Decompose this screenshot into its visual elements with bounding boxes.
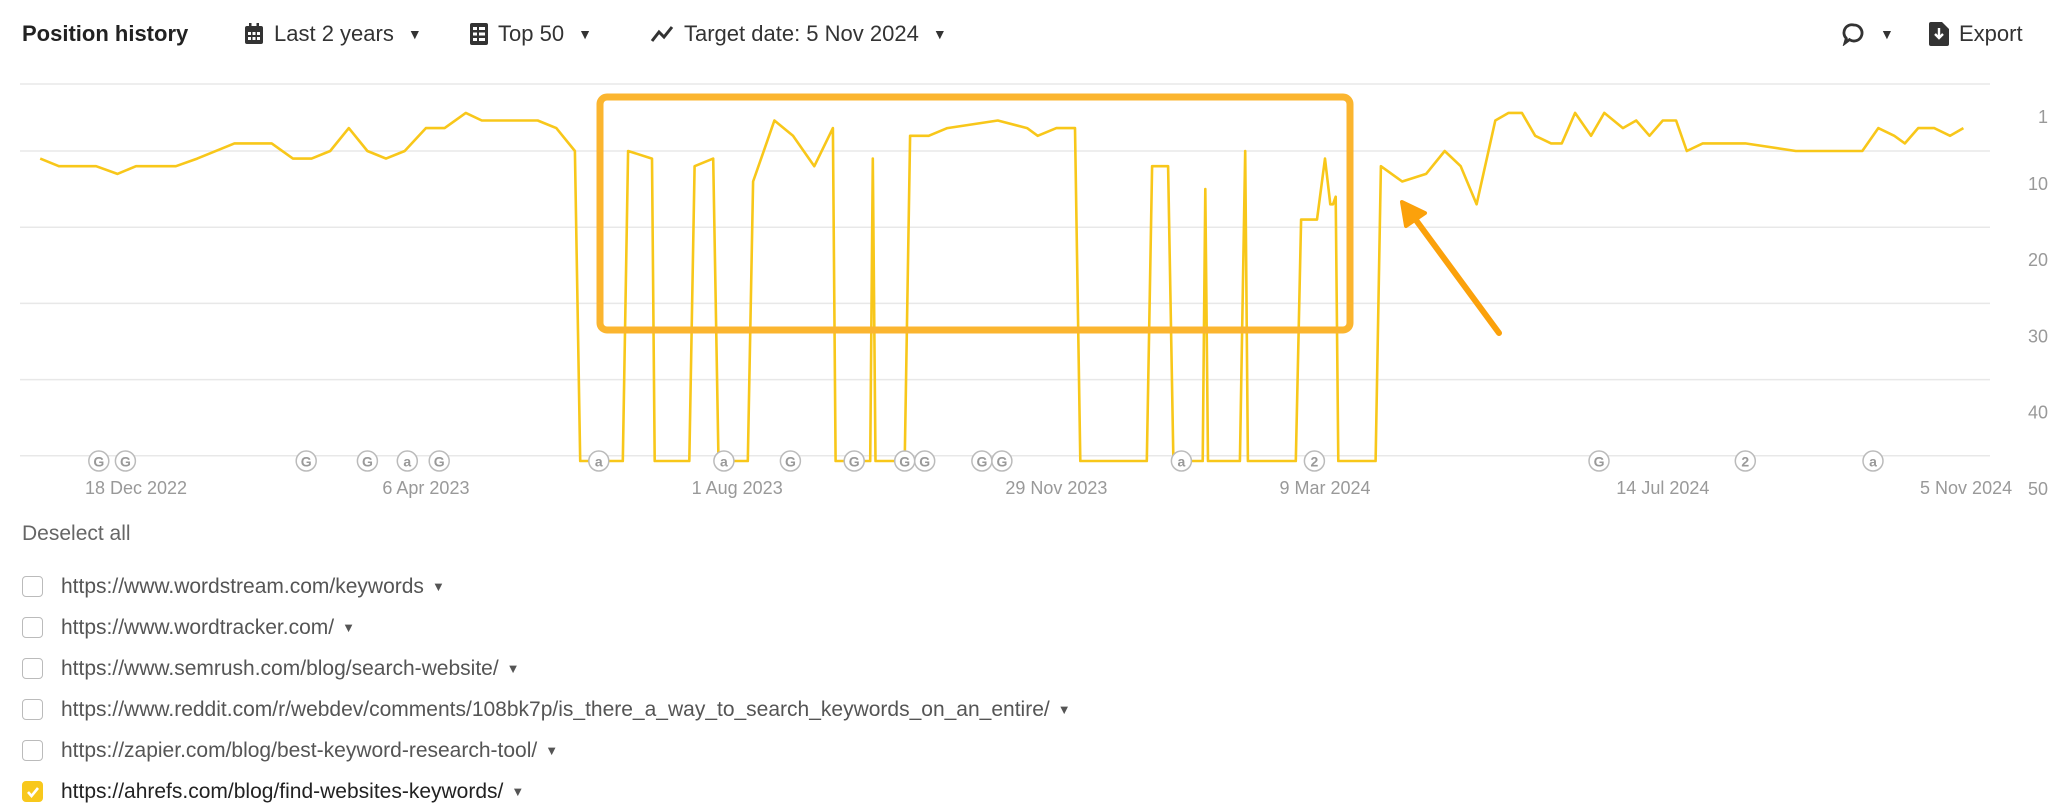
url-checkbox[interactable] bbox=[22, 699, 43, 720]
y-tick-label: 10 bbox=[2028, 174, 2048, 194]
x-tick-label: 18 Dec 2022 bbox=[85, 478, 187, 498]
url-list-item: https://ahrefs.com/blog/find-websites-ke… bbox=[22, 771, 1071, 812]
caret-down-icon[interactable]: ▼ bbox=[342, 620, 355, 635]
arrow-head-icon bbox=[1402, 202, 1425, 226]
event-marker-label: 2 bbox=[1741, 454, 1749, 470]
url-label[interactable]: https://www.reddit.com/r/webdev/comments… bbox=[61, 698, 1050, 722]
event-marker-label: G bbox=[849, 454, 860, 470]
event-marker[interactable]: G bbox=[992, 451, 1012, 471]
caret-down-icon[interactable]: ▼ bbox=[432, 579, 445, 594]
url-checkbox[interactable] bbox=[22, 658, 43, 679]
event-marker[interactable]: G bbox=[780, 451, 800, 471]
event-marker[interactable]: G bbox=[115, 451, 135, 471]
url-list-item: https://zapier.com/blog/best-keyword-res… bbox=[22, 730, 1071, 771]
event-marker-label: a bbox=[403, 454, 411, 470]
event-marker[interactable]: a bbox=[1171, 451, 1191, 471]
caret-down-icon[interactable]: ▼ bbox=[1058, 702, 1071, 717]
caret-down-icon[interactable]: ▼ bbox=[511, 784, 524, 799]
event-marker[interactable]: a bbox=[714, 451, 734, 471]
y-tick-label: 40 bbox=[2028, 403, 2048, 423]
event-marker[interactable]: G bbox=[915, 451, 935, 471]
deselect-all-link[interactable]: Deselect all bbox=[22, 522, 131, 546]
x-tick-label: 9 Mar 2024 bbox=[1279, 478, 1370, 498]
url-checkbox[interactable] bbox=[22, 781, 43, 802]
x-tick-label: 29 Nov 2023 bbox=[1005, 478, 1107, 498]
url-label[interactable]: https://ahrefs.com/blog/find-websites-ke… bbox=[61, 780, 503, 804]
event-marker[interactable]: G bbox=[429, 451, 449, 471]
highlight-box bbox=[600, 97, 1350, 330]
url-checkbox[interactable] bbox=[22, 617, 43, 638]
event-marker[interactable]: a bbox=[1863, 451, 1883, 471]
url-list-item: https://www.reddit.com/r/webdev/comments… bbox=[22, 689, 1071, 730]
x-tick-label: 1 Aug 2023 bbox=[692, 478, 783, 498]
event-marker-label: G bbox=[120, 454, 131, 470]
event-marker-label: G bbox=[434, 454, 445, 470]
url-list: https://www.wordstream.com/keywords▼http… bbox=[22, 566, 1071, 812]
event-marker[interactable]: 2 bbox=[1304, 451, 1324, 471]
url-list-item: https://www.semrush.com/blog/search-webs… bbox=[22, 648, 1071, 689]
event-marker-label: G bbox=[1594, 454, 1605, 470]
event-marker-label: G bbox=[996, 454, 1007, 470]
x-tick-label: 5 Nov 2024 bbox=[1920, 478, 2012, 498]
caret-down-icon[interactable]: ▼ bbox=[507, 661, 520, 676]
event-marker-label: G bbox=[301, 454, 312, 470]
checkmark-icon bbox=[26, 786, 40, 798]
url-checkbox[interactable] bbox=[22, 740, 43, 761]
url-label[interactable]: https://zapier.com/blog/best-keyword-res… bbox=[61, 739, 537, 763]
event-marker-label: a bbox=[1178, 454, 1186, 470]
event-marker[interactable]: G bbox=[296, 451, 316, 471]
event-marker[interactable]: G bbox=[89, 451, 109, 471]
y-tick-label: 1 bbox=[2038, 107, 2048, 127]
event-marker-label: G bbox=[785, 454, 796, 470]
position-history-chart[interactable]: 1 10 20 30 40 50 18 Dec 2022 6 Apr 2023 1 Aug 2… bbox=[0, 0, 2048, 510]
event-marker[interactable]: G bbox=[972, 451, 992, 471]
event-marker-label: G bbox=[976, 454, 987, 470]
y-tick-label: 50 bbox=[2028, 479, 2048, 499]
url-label[interactable]: https://www.semrush.com/blog/search-webs… bbox=[61, 657, 499, 681]
event-marker-label: G bbox=[899, 454, 910, 470]
position-line bbox=[40, 113, 1963, 461]
event-marker[interactable]: G bbox=[1589, 451, 1609, 471]
event-marker[interactable]: 2 bbox=[1735, 451, 1755, 471]
x-tick-label: 14 Jul 2024 bbox=[1616, 478, 1709, 498]
event-marker-label: G bbox=[919, 454, 930, 470]
event-marker[interactable]: G bbox=[357, 451, 377, 471]
url-list-item: https://www.wordstream.com/keywords ▼ bbox=[22, 566, 1071, 607]
event-marker[interactable]: a bbox=[397, 451, 417, 471]
url-label[interactable]: https://www.wordstream.com/keywords bbox=[61, 575, 424, 599]
event-marker-label: a bbox=[720, 454, 728, 470]
event-marker-label: G bbox=[362, 454, 373, 470]
event-marker-label: a bbox=[595, 454, 603, 470]
url-checkbox[interactable] bbox=[22, 576, 43, 597]
y-tick-label: 20 bbox=[2028, 250, 2048, 270]
event-marker-label: G bbox=[93, 454, 104, 470]
event-marker[interactable]: G bbox=[895, 451, 915, 471]
event-marker-label: 2 bbox=[1311, 454, 1319, 470]
event-marker[interactable]: G bbox=[844, 451, 864, 471]
event-marker-label: a bbox=[1869, 454, 1877, 470]
event-marker[interactable]: a bbox=[589, 451, 609, 471]
caret-down-icon[interactable]: ▼ bbox=[545, 743, 558, 758]
annotation-arrow bbox=[1410, 212, 1499, 333]
url-list-item: https://www.wordtracker.com/ ▼ bbox=[22, 607, 1071, 648]
x-tick-label: 6 Apr 2023 bbox=[382, 478, 469, 498]
url-label[interactable]: https://www.wordtracker.com/ bbox=[61, 616, 334, 640]
y-tick-label: 30 bbox=[2028, 326, 2048, 346]
